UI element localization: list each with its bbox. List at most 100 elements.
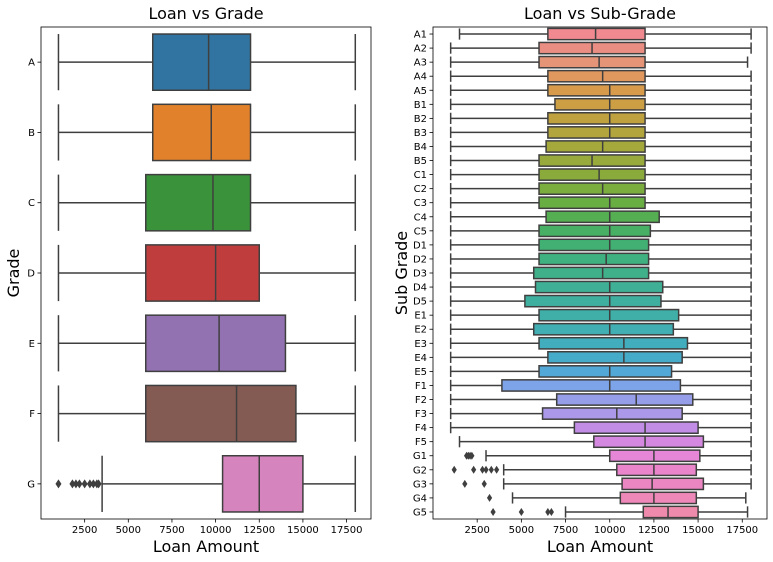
ytick-label-g3: G3 [413, 479, 427, 490]
ytick-label-d2: D2 [413, 254, 427, 265]
box-e [145, 314, 287, 373]
box-c2 [538, 182, 646, 196]
ytick-label-f1: F1 [415, 381, 427, 392]
box-b3 [547, 126, 646, 139]
box-b [151, 103, 252, 162]
xtick-label-2500: 2500 [464, 525, 489, 536]
outlier-g4-0 [486, 493, 493, 502]
box-d5 [524, 294, 662, 308]
ytick-label-b3: B3 [414, 128, 427, 139]
ytick-label-f4: F4 [415, 423, 427, 434]
ytick-label-c: C [28, 198, 35, 209]
outlier-g3-0 [462, 479, 468, 488]
xtick-label-15000: 15000 [287, 525, 319, 536]
outlier-g1-3 [469, 451, 475, 460]
box-d [145, 244, 261, 302]
ytick-label-a2: A2 [414, 44, 427, 55]
ytick-label-f: F [29, 409, 35, 420]
xtick-label-2500: 2500 [72, 525, 97, 536]
ytick-label-g: G [27, 479, 35, 490]
xtick-label-5000: 5000 [509, 525, 534, 536]
box-b2 [547, 111, 646, 125]
outlier-g5-1 [518, 507, 524, 516]
ytick-label-b: B [28, 128, 35, 139]
outlier-g-5 [86, 479, 93, 489]
outlier-g-6 [90, 479, 97, 489]
ytick-label-d5: D5 [413, 297, 427, 308]
box-c4 [545, 210, 660, 224]
box-e3 [538, 336, 689, 350]
chart-title: Loan vs Sub-Grade [524, 4, 676, 23]
ytick-label-e3: E3 [414, 339, 427, 350]
box-e4 [547, 350, 683, 364]
xtick-label-7500: 7500 [159, 525, 184, 536]
axes-frame-1 [432, 26, 768, 520]
box-g4 [619, 491, 698, 505]
ytick-label-c4: C4 [414, 212, 427, 223]
ytick-label-c3: C3 [414, 198, 427, 209]
box-f4 [573, 421, 699, 435]
box-g3 [621, 477, 705, 491]
xtick-label-15000: 15000 [682, 525, 714, 536]
box-d1 [538, 238, 650, 252]
xtick-label-7500: 7500 [553, 525, 578, 536]
box-c3 [538, 196, 646, 210]
ytick-label-c1: C1 [414, 170, 427, 181]
outlier-g5-0 [490, 507, 496, 516]
ytick-label-d1: D1 [413, 240, 427, 251]
chart-title: Loan vs Grade [148, 4, 263, 23]
ytick-label-g2: G2 [413, 465, 427, 476]
xtick-label-17500: 17500 [726, 525, 758, 536]
outlier-g-8 [95, 479, 102, 489]
ytick-label-f5: F5 [415, 437, 427, 448]
box-g1 [608, 449, 701, 463]
box-c1 [538, 168, 646, 181]
box-f5 [593, 435, 705, 449]
outlier-g2-2 [479, 465, 486, 474]
ytick-label-e1: E1 [414, 311, 427, 322]
xtick-label-5000: 5000 [116, 525, 141, 536]
outlier-g2-5 [494, 465, 500, 474]
xtick-label-12500: 12500 [638, 525, 670, 536]
box-a1 [547, 27, 646, 41]
box-f [145, 384, 297, 443]
outlier-g2-4 [488, 465, 494, 474]
ytick-label-a1: A1 [414, 30, 427, 41]
y-axis-label: Sub Grade [392, 231, 411, 315]
box-d4 [534, 280, 664, 294]
ytick-label-b5: B5 [414, 156, 427, 167]
box-b4 [545, 140, 646, 153]
ytick-label-d3: D3 [413, 269, 427, 280]
ytick-label-a4: A4 [414, 72, 427, 83]
box-f3 [541, 407, 683, 420]
ytick-label-e2: E2 [414, 325, 427, 336]
outlier-g2-3 [483, 465, 489, 474]
ytick-label-e: E [29, 339, 35, 350]
box-g2 [616, 463, 698, 477]
box-a4 [547, 69, 646, 83]
box-g [221, 454, 304, 513]
ytick-label-g5: G5 [413, 507, 427, 518]
outlier-g5-2 [545, 507, 551, 516]
box-b1 [554, 97, 646, 111]
ytick-label-b4: B4 [414, 142, 427, 153]
box-e1 [538, 308, 680, 322]
box-a [151, 33, 252, 92]
box-d3 [532, 266, 650, 280]
box-f2 [555, 393, 694, 406]
x-axis-label: Loan Amount [153, 537, 259, 556]
outlier-g-2 [72, 479, 79, 489]
ytick-label-e4: E4 [414, 353, 427, 364]
outlier-g2-0 [451, 465, 457, 474]
outlier-g-0 [55, 479, 62, 489]
outlier-g-4 [81, 479, 88, 489]
ytick-label-a3: A3 [414, 58, 427, 69]
box-f1 [501, 379, 682, 392]
axes-frame-0 [40, 26, 372, 520]
ytick-label-a: A [28, 58, 35, 69]
ytick-label-b2: B2 [414, 114, 427, 125]
ytick-label-d: D [27, 269, 35, 280]
ytick-label-d4: D4 [413, 283, 427, 294]
ytick-label-e5: E5 [414, 367, 427, 378]
